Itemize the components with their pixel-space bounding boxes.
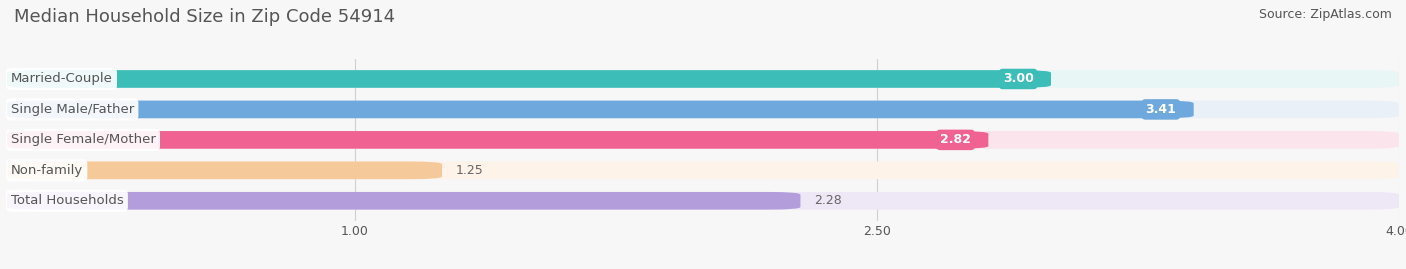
Text: 2.28: 2.28 [814,194,842,207]
FancyBboxPatch shape [7,101,1194,118]
Text: 3.41: 3.41 [1146,103,1177,116]
Text: Source: ZipAtlas.com: Source: ZipAtlas.com [1258,8,1392,21]
FancyBboxPatch shape [7,131,988,149]
FancyBboxPatch shape [7,161,441,179]
FancyBboxPatch shape [7,70,1399,88]
Text: Married-Couple: Married-Couple [10,72,112,86]
Text: Median Household Size in Zip Code 54914: Median Household Size in Zip Code 54914 [14,8,395,26]
Text: Single Female/Mother: Single Female/Mother [10,133,156,146]
FancyBboxPatch shape [7,101,1399,118]
Text: Non-family: Non-family [10,164,83,177]
Text: Single Male/Father: Single Male/Father [10,103,134,116]
Text: 3.00: 3.00 [1002,72,1033,86]
FancyBboxPatch shape [7,131,1399,149]
Text: 1.25: 1.25 [456,164,484,177]
FancyBboxPatch shape [7,161,1399,179]
Text: Total Households: Total Households [10,194,124,207]
FancyBboxPatch shape [7,192,800,210]
FancyBboxPatch shape [7,70,1050,88]
FancyBboxPatch shape [7,192,1399,210]
Text: 2.82: 2.82 [941,133,972,146]
